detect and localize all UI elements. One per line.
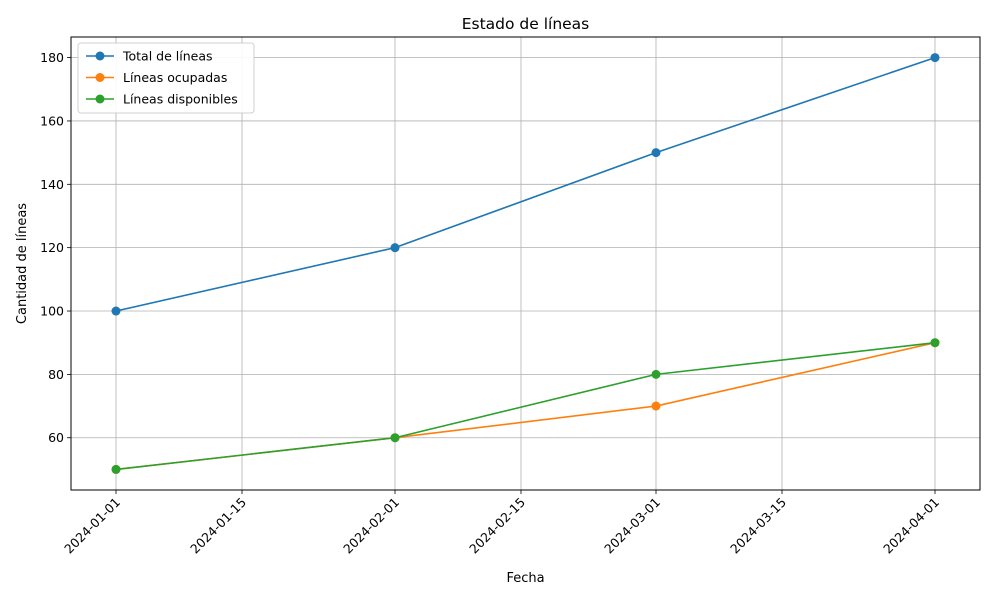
legend-swatch-marker [95, 94, 105, 104]
x-tick-label: 2024-02-01 [340, 495, 402, 557]
plot-frame [70, 36, 981, 491]
y-tick-label: 140 [40, 177, 64, 192]
data-point [390, 243, 400, 253]
series-layer [111, 53, 940, 474]
x-tick-label: 2024-03-15 [727, 495, 789, 557]
legend-label: Total de líneas [122, 49, 213, 64]
series-line [115, 56, 936, 312]
x-tick-label: 2024-01-15 [187, 495, 249, 557]
data-point [930, 53, 940, 63]
legend-label: Líneas disponibles [123, 92, 238, 107]
x-tick-label: 2024-03-01 [601, 495, 663, 557]
data-point [111, 464, 121, 474]
chart-title: Estado de líneas [462, 15, 590, 33]
series-line [115, 341, 936, 471]
legend-swatch-marker [95, 51, 105, 61]
y-tick-label: 100 [40, 304, 64, 319]
y-tick-label: 160 [40, 113, 64, 128]
y-axis-title: Cantidad de líneas [15, 203, 30, 324]
x-axis-title: Fecha [506, 571, 544, 586]
data-point [651, 148, 661, 158]
data-point [651, 401, 661, 411]
ticks: 2024-01-01 2024-01-15 2024-02-01 2024-02-15… [40, 50, 942, 556]
x-tick-label: 2024-02-15 [466, 495, 528, 557]
data-point [111, 306, 121, 316]
x-tick-label: 2024-01-01 [61, 495, 123, 557]
x-tick-label: 2024-04-01 [880, 495, 942, 557]
legend-label: Líneas ocupadas [123, 70, 227, 85]
data-point [390, 433, 400, 443]
grid [71, 37, 980, 490]
y-tick-label: 80 [48, 367, 64, 382]
legend-box [77, 42, 255, 114]
legend: Total de líneas Líneas ocupadas Líneas dis… [77, 42, 255, 114]
data-point [930, 338, 940, 348]
y-tick-label: 120 [40, 240, 64, 255]
legend-swatch-marker [95, 73, 105, 82]
y-tick-label: 60 [48, 430, 64, 445]
data-point [651, 369, 661, 379]
y-tick-label: 180 [40, 50, 64, 65]
